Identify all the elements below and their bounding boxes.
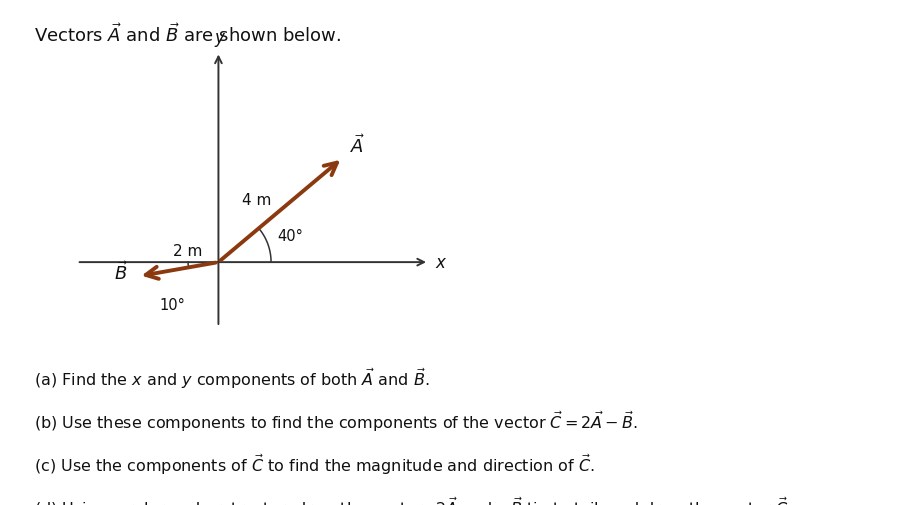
Text: 2 m: 2 m	[173, 243, 203, 259]
Text: $x$: $x$	[435, 254, 446, 272]
Text: (a) Find the $x$ and $y$ components of both $\vec{A}$ and $\vec{B}$.: (a) Find the $x$ and $y$ components of b…	[34, 366, 429, 390]
Text: 10°: 10°	[159, 297, 185, 312]
Text: 40°: 40°	[277, 228, 303, 243]
Text: $\vec{B}$: $\vec{B}$	[115, 261, 128, 283]
Text: 4 m: 4 m	[242, 192, 271, 208]
Text: $\vec{A}$: $\vec{A}$	[349, 134, 364, 157]
Text: Vectors $\vec{A}$ and $\vec{B}$ are shown below.: Vectors $\vec{A}$ and $\vec{B}$ are show…	[34, 23, 341, 45]
Text: (d) Using a ruler and protractor, draw the vectors $2\vec{A}$ and $-\vec{B}$ tip: (d) Using a ruler and protractor, draw t…	[34, 495, 792, 505]
Text: $y$: $y$	[214, 30, 226, 48]
Text: (b) Use these components to find the components of the vector $\vec{C} = 2\vec{A: (b) Use these components to find the com…	[34, 409, 638, 433]
Text: (c) Use the components of $\vec{C}$ to find the magnitude and direction of $\vec: (c) Use the components of $\vec{C}$ to f…	[34, 452, 594, 476]
